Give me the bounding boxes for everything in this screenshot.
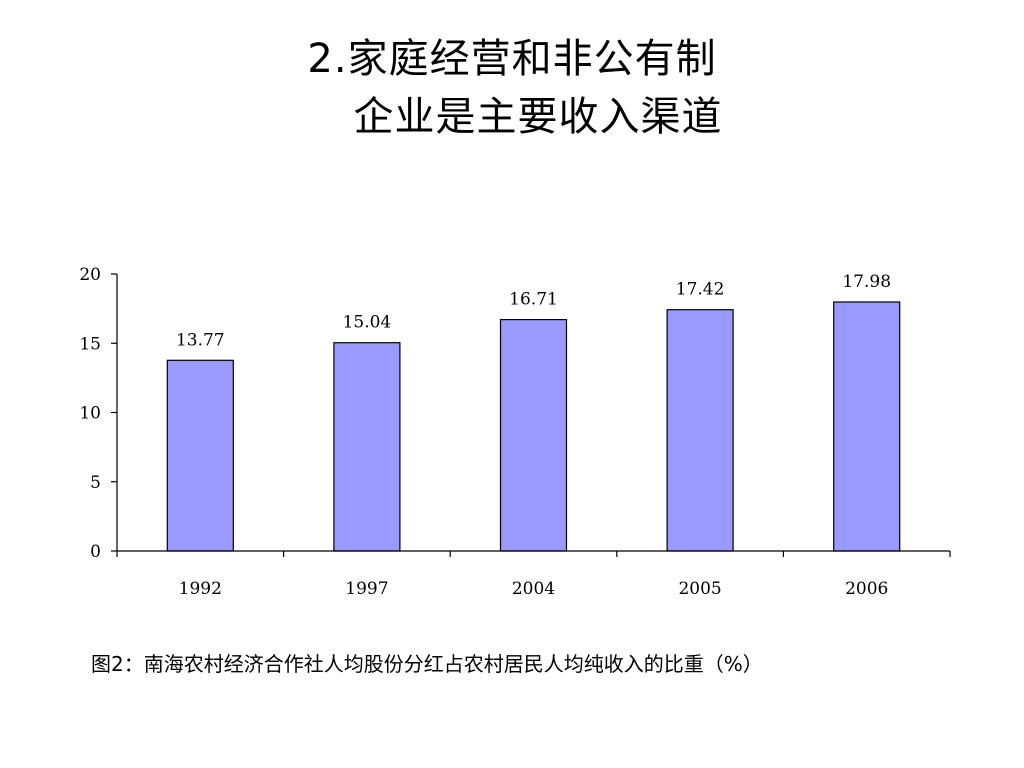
slide-title-line1: 2.家庭经营和非公有制	[307, 36, 717, 82]
y-tick-label: 0	[90, 542, 101, 562]
bar-chart: 0 5 10 15 20 1992 1997 2004 2005 2006 13.77 15.04 16…	[79, 265, 951, 599]
chart-caption: 图2：南海农村经济合作社人均股份分红占农村居民人均纯收入的比重（%）	[91, 652, 763, 676]
y-tick-label: 20	[79, 265, 101, 285]
bar	[166, 359, 234, 552]
slide-title-line2: 企业是主要收入渠道	[353, 94, 723, 140]
x-tick-label: 1997	[345, 579, 388, 599]
x-tick-label: 1992	[179, 579, 222, 599]
data-label: 17.42	[676, 280, 725, 300]
bar	[499, 319, 568, 552]
slide-title: 2.家庭经营和非公有制 企业是主要收入渠道	[0, 30, 1024, 146]
data-label: 16.71	[509, 290, 558, 310]
x-tick-label: 2005	[678, 579, 721, 599]
bar	[333, 342, 401, 552]
data-label: 13.77	[176, 330, 225, 350]
data-label: 17.98	[842, 272, 891, 292]
data-label: 15.04	[343, 313, 392, 333]
y-tick-label: 10	[79, 404, 101, 424]
bar	[833, 301, 901, 552]
x-tick-label: 2006	[845, 579, 888, 599]
y-tick-label: 15	[79, 334, 101, 354]
x-tick-label: 2004	[512, 579, 555, 599]
bar	[666, 309, 734, 552]
y-tick-label: 5	[90, 473, 101, 493]
